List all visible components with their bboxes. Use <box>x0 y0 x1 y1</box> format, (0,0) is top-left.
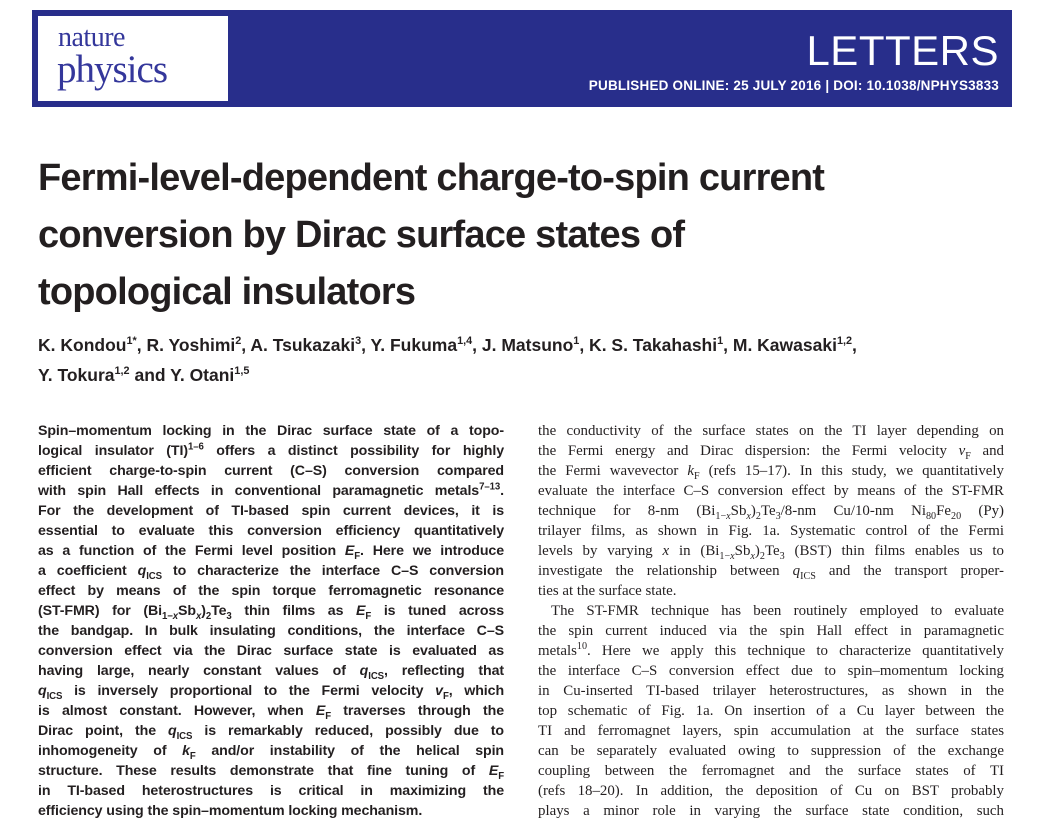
text-line: (ST-FMR) for (Bi1−xSbx)2Te3 thin films a… <box>38 603 505 622</box>
text-line: plays a minor role in varying the surfac… <box>538 803 1004 819</box>
text-line: in TI-based heterostructures is critical… <box>38 783 504 799</box>
text-line: inhomogeneity of kF and/or instability o… <box>38 743 504 762</box>
text-line: the Fermi wavevector kF (refs 15–17). In… <box>538 463 1004 482</box>
author-list: K. Kondou1*, R. Yoshimi2, A. Tsukazaki3,… <box>38 330 998 390</box>
text-line: (refs 18–20). In addition, the depositio… <box>538 783 1004 799</box>
text-line: the bandgap. In bulk insulating conditio… <box>38 623 504 639</box>
text-line: the conductivity of the surface states o… <box>538 423 1004 439</box>
text-line: qICS is inversely proportional to the Fe… <box>38 683 505 702</box>
journal-name-line2: physics <box>57 48 168 91</box>
text-line: is almost constant. However, when EF tra… <box>38 703 504 722</box>
body-column: the conductivity of the surface states o… <box>538 421 1004 821</box>
text-line: as a function of the Fermi level positio… <box>38 543 504 562</box>
authors-line: K. Kondou1*, R. Yoshimi2, A. Tsukazaki3,… <box>38 335 857 355</box>
text-line: the spin current induced via the spin Ha… <box>538 623 1004 639</box>
text-line: a coefficient qICS to characterize the i… <box>38 563 504 582</box>
text-line: structure. These results demonstrate tha… <box>38 763 504 782</box>
text-line: can be separately evaluated owing to sup… <box>538 743 1004 759</box>
text-line: with spin Hall effects in conventional p… <box>38 481 504 499</box>
authors-line: Y. Tokura1,2 and Y. Otani1,5 <box>38 365 250 385</box>
text-line: the Fermi energy and Dirac dispersion: t… <box>538 443 1004 462</box>
text-line: trilayer films, as shown in Fig. 1a. Sys… <box>538 523 1004 539</box>
text-line: metals10. Here we apply this technique t… <box>538 641 1004 659</box>
text-line: levels by varying x in (Bi1−xSbx)2Te3 (B… <box>538 543 1005 562</box>
article-title: Fermi-level-dependent charge-to-spin cur… <box>38 150 988 321</box>
article-title-line: topological insulators <box>38 271 416 313</box>
article-title-line: Fermi-level-dependent charge-to-spin cur… <box>38 157 825 199</box>
text-line: The ST-FMR technique has been routinely … <box>551 603 1004 619</box>
text-line: TI and ferromagnet layers, spin accumula… <box>538 723 1004 739</box>
text-line: Dirac point, the qICS is remarkably redu… <box>38 723 504 742</box>
journal-name-line1: nature <box>58 22 125 53</box>
text-line: top schematic of Fig. 1a. On insertion o… <box>538 703 1004 719</box>
text-line: Spin–momentum locking in the Dirac surfa… <box>38 423 504 439</box>
published-doi-line: PUBLISHED ONLINE: 25 JULY 2016 | DOI: 10… <box>588 78 999 93</box>
text-line: logical insulator (TI)1–6 offers a disti… <box>38 441 504 459</box>
text-line: coupling between the ferromagnet and the… <box>538 763 1004 779</box>
text-line: conversion effect via the Dirac surface … <box>38 643 504 659</box>
text-line: in Cu-inserted TI-based trilayer heteros… <box>538 683 1004 699</box>
text-line: investigate the relationship between qIC… <box>538 563 1004 582</box>
text-line: technique for 8-nm (Bi1−xSbx)2Te3/8-nm C… <box>538 503 1005 522</box>
text-line: the interface C–S conversion effect due … <box>538 663 1004 679</box>
text-line: evaluate the interface C–S conversion ef… <box>538 483 1004 499</box>
article-title-line: conversion by Dirac surface states of <box>38 214 685 256</box>
section-label: LETTERS <box>806 27 999 74</box>
text-line: efficient charge-to-spin current (C–S) c… <box>38 463 504 479</box>
text-line: having large, nearly constant values of … <box>38 663 504 682</box>
abstract-column: Spin–momentum locking in the Dirac surfa… <box>38 421 504 821</box>
text-line: ties at the surface state. <box>538 583 677 599</box>
nature-physics-logo: nature physics <box>38 16 228 101</box>
masthead-banner: nature physics LETTERS PUBLISHED ONLINE:… <box>32 10 1012 107</box>
text-line: essential to evaluate this conversion ef… <box>38 523 504 539</box>
text-line: effect by means of the spin torque ferro… <box>38 583 504 599</box>
text-line: For the development of TI-based spin cur… <box>38 503 504 519</box>
text-line: efficiency using the spin–momentum locki… <box>38 803 423 819</box>
